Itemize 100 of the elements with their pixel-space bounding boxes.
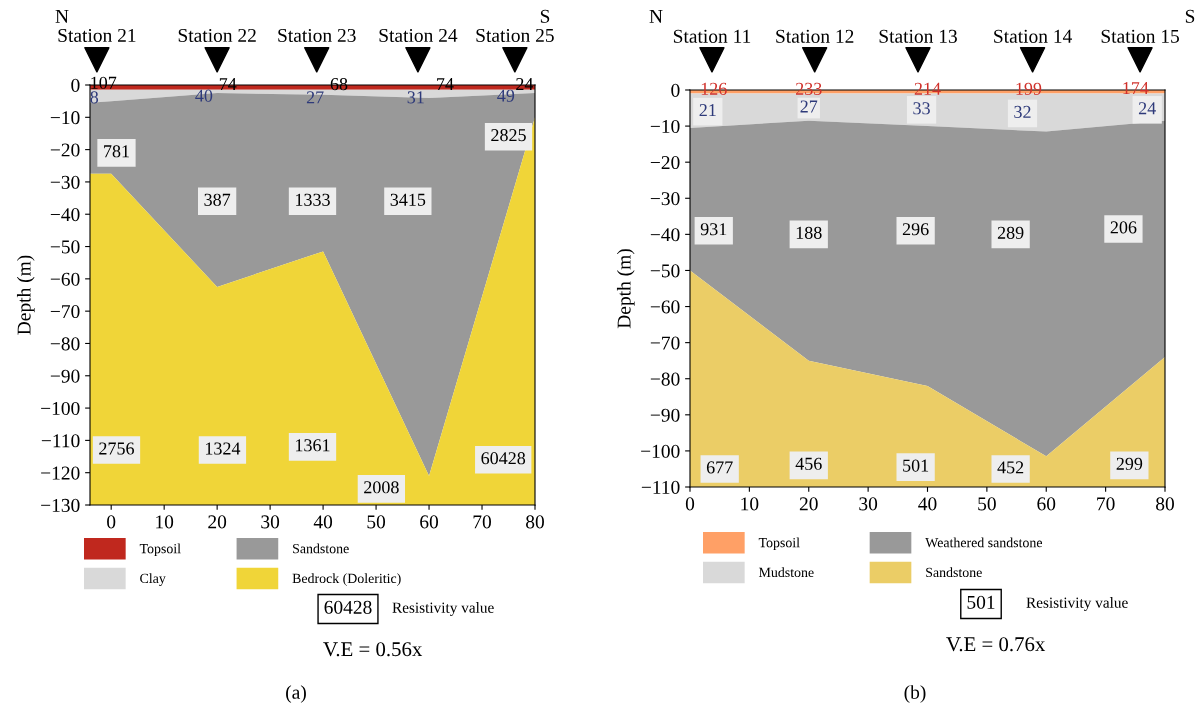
annotation: 931 xyxy=(700,223,727,236)
x-tick-label: 30 xyxy=(859,497,878,511)
text: Station 12 xyxy=(776,29,854,43)
y-tick-label: −50 xyxy=(50,240,80,254)
legend-label: Topsoil xyxy=(139,543,181,557)
x-tick-label: 10 xyxy=(741,497,759,511)
legend-label: Mudstone xyxy=(758,567,814,578)
annotation: 1361 xyxy=(296,439,330,452)
x-tick-label: 40 xyxy=(313,515,333,529)
legend-label: Clay xyxy=(140,573,166,586)
text: S xyxy=(1185,9,1195,23)
annotation: 781 xyxy=(104,145,129,158)
y-tick-label: −110 xyxy=(641,480,680,494)
legend-label: Sandstone xyxy=(926,567,982,578)
y-tick-label: −30 xyxy=(650,192,680,206)
text: 60428 xyxy=(324,600,372,614)
y-tick-label: −60 xyxy=(650,300,680,314)
x-tick-label: 0 xyxy=(107,515,116,529)
y-tick-label: −120 xyxy=(41,466,80,480)
annotation: 452 xyxy=(997,461,1024,474)
x-tick-label: 20 xyxy=(208,515,227,529)
text: V.E = 0.56x xyxy=(323,642,423,657)
y-tick-label: 0 xyxy=(71,78,80,92)
y-tick-label: −20 xyxy=(650,156,680,170)
y-tick-label: −60 xyxy=(50,272,80,286)
y-tick-label: −90 xyxy=(50,369,80,383)
x-tick-label: 70 xyxy=(1097,497,1115,511)
x-tick-label: 50 xyxy=(978,497,996,511)
annotation: 2756 xyxy=(99,442,134,455)
y-tick-label: −80 xyxy=(50,337,80,351)
y-tick-label: −50 xyxy=(650,264,680,278)
text: Station 21 xyxy=(58,28,136,42)
y-tick-label: −40 xyxy=(650,228,680,242)
annotation: 74 xyxy=(437,78,454,90)
x-tick-label: 50 xyxy=(367,515,386,529)
x-tick-label: 60 xyxy=(1037,497,1056,511)
annotation: 1324 xyxy=(205,442,241,455)
x-tick-label: 20 xyxy=(799,497,818,511)
annotation: 33 xyxy=(913,102,930,115)
annotation: 289 xyxy=(997,226,1024,239)
y-tick-label: 0 xyxy=(671,83,680,97)
legend-label: Topsoil xyxy=(758,537,800,551)
x-tick-label: 60 xyxy=(420,515,439,529)
text: Station 24 xyxy=(379,28,458,42)
annotation: 3415 xyxy=(390,193,426,206)
x-tick-label: 40 xyxy=(918,497,937,511)
annotation: 27 xyxy=(306,91,324,104)
annotation: 188 xyxy=(796,226,822,239)
text: Resistivity value xyxy=(1026,597,1128,611)
x-tick-label: 10 xyxy=(156,515,174,529)
annotation: 1333 xyxy=(296,193,330,206)
x-tick-label: 70 xyxy=(473,515,491,529)
text: S xyxy=(540,9,550,23)
legend-label: Bedrock (Doleritic) xyxy=(292,573,401,586)
annotation: 501 xyxy=(903,459,929,472)
text: N xyxy=(55,9,69,23)
y-tick-label: −10 xyxy=(650,119,680,134)
text: Station 23 xyxy=(278,28,356,42)
y-tick-label: −100 xyxy=(641,444,680,458)
y-axis-title: Depth (m) xyxy=(616,249,635,329)
text: Station 25 xyxy=(476,28,554,42)
text: N xyxy=(649,9,663,23)
annotation: 677 xyxy=(706,461,733,474)
annotation: 60428 xyxy=(481,452,526,465)
annotation: 74 xyxy=(219,78,237,90)
annotation: 31 xyxy=(407,91,424,104)
y-tick-label: −130 xyxy=(41,498,80,512)
annotation: 2008 xyxy=(364,481,399,494)
text: Station 22 xyxy=(178,28,256,42)
annotation: 24 xyxy=(1138,102,1156,115)
annotation: 21 xyxy=(699,104,716,116)
y-tick-label: −110 xyxy=(41,434,80,448)
y-tick-label: −90 xyxy=(650,408,680,422)
annotation: 27 xyxy=(800,100,818,113)
x-tick-label: 80 xyxy=(526,515,544,529)
annotation: 68 xyxy=(330,77,348,91)
annotation: 456 xyxy=(795,457,822,470)
text: Resistivity value xyxy=(392,602,494,616)
annotation: 2825 xyxy=(491,129,526,142)
text: Station 11 xyxy=(673,29,751,43)
annotation: 296 xyxy=(902,223,929,236)
text: Station 15 xyxy=(1101,29,1179,43)
y-tick-label: −20 xyxy=(50,143,80,157)
legend-label: Sandstone xyxy=(293,543,349,554)
annotation: 387 xyxy=(204,193,231,206)
annotation: 233 xyxy=(796,82,822,95)
x-tick-label: 30 xyxy=(261,515,280,529)
legend-label: Weathered sandstone xyxy=(925,537,1043,548)
text: 501 xyxy=(967,595,995,609)
y-tick-label: −70 xyxy=(650,336,680,350)
annotation: 199 xyxy=(1016,82,1042,95)
y-tick-label: −100 xyxy=(41,401,80,416)
text: (b) xyxy=(904,685,926,703)
annotation: 24 xyxy=(516,78,534,90)
y-tick-label: −30 xyxy=(50,175,80,189)
x-tick-label: 0 xyxy=(685,497,695,511)
y-tick-label: −70 xyxy=(50,304,80,319)
y-tick-label: −10 xyxy=(50,111,80,125)
annotation: 126 xyxy=(701,82,727,95)
annotation: 299 xyxy=(1116,457,1143,470)
